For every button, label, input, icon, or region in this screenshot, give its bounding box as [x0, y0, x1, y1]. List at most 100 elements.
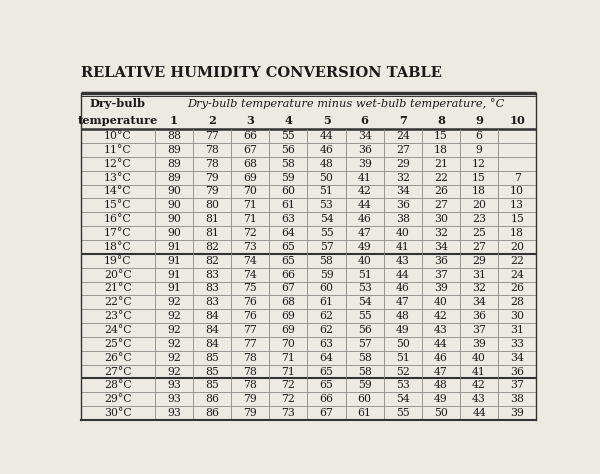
Text: 71: 71 [281, 353, 295, 363]
Text: 48: 48 [320, 159, 334, 169]
Text: 55: 55 [358, 311, 371, 321]
Text: 85: 85 [205, 381, 219, 391]
Text: 61: 61 [281, 201, 295, 210]
Text: 90: 90 [167, 186, 181, 197]
Text: Dry-bulb: Dry-bulb [90, 98, 146, 109]
Text: 91: 91 [167, 256, 181, 266]
Text: 38: 38 [510, 394, 524, 404]
Text: 39: 39 [434, 283, 448, 293]
Text: 30: 30 [434, 214, 448, 224]
Text: 66: 66 [281, 270, 295, 280]
Text: 44: 44 [320, 131, 334, 141]
Text: 80: 80 [205, 201, 219, 210]
Text: 91: 91 [167, 283, 181, 293]
Text: 93: 93 [167, 408, 181, 418]
Text: 9: 9 [476, 145, 482, 155]
Text: 25°C: 25°C [104, 339, 131, 349]
Text: 50: 50 [320, 173, 334, 182]
Text: 10: 10 [510, 186, 524, 197]
Text: 3: 3 [246, 115, 254, 126]
Text: 81: 81 [205, 228, 219, 238]
Text: 46: 46 [320, 145, 334, 155]
Text: 37: 37 [434, 270, 448, 280]
Text: 50: 50 [434, 408, 448, 418]
Text: 32: 32 [396, 173, 410, 182]
Text: 86: 86 [205, 408, 219, 418]
Text: 59: 59 [358, 381, 371, 391]
Text: 15: 15 [472, 173, 486, 182]
Text: temperature: temperature [77, 115, 158, 126]
Text: 27°C: 27°C [104, 366, 131, 376]
Text: RELATIVE HUMIDITY CONVERSION TABLE: RELATIVE HUMIDITY CONVERSION TABLE [80, 66, 442, 80]
Text: 62: 62 [320, 325, 334, 335]
Text: 72: 72 [281, 394, 295, 404]
Text: 89: 89 [167, 173, 181, 182]
Text: 89: 89 [167, 145, 181, 155]
Text: 22°C: 22°C [104, 297, 131, 307]
Text: 65: 65 [281, 242, 295, 252]
Text: 36: 36 [434, 256, 448, 266]
Text: 36: 36 [472, 311, 486, 321]
Text: 78: 78 [243, 353, 257, 363]
Text: 82: 82 [205, 242, 219, 252]
Text: 41: 41 [396, 242, 410, 252]
Text: 12°C: 12°C [104, 159, 131, 169]
Text: 55: 55 [320, 228, 334, 238]
Text: 20: 20 [472, 201, 486, 210]
Text: 49: 49 [396, 325, 410, 335]
Text: 39: 39 [472, 339, 486, 349]
Text: 83: 83 [205, 283, 219, 293]
Text: 33: 33 [510, 339, 524, 349]
Text: 72: 72 [281, 381, 295, 391]
Text: 71: 71 [281, 366, 295, 376]
Text: 63: 63 [320, 339, 334, 349]
Text: 60: 60 [281, 186, 295, 197]
Text: 79: 79 [205, 173, 219, 182]
Text: 59: 59 [281, 173, 295, 182]
Text: 69: 69 [281, 325, 295, 335]
Text: 18°C: 18°C [104, 242, 131, 252]
Text: 43: 43 [396, 256, 410, 266]
Text: 73: 73 [281, 408, 295, 418]
Text: 47: 47 [434, 366, 448, 376]
Text: 26: 26 [510, 283, 524, 293]
Text: 18: 18 [510, 228, 524, 238]
Text: 34: 34 [510, 353, 524, 363]
Text: 92: 92 [167, 325, 181, 335]
Text: 21: 21 [434, 159, 448, 169]
Text: 54: 54 [396, 394, 410, 404]
Text: 46: 46 [396, 283, 410, 293]
Text: 37: 37 [472, 325, 486, 335]
Text: 77: 77 [205, 131, 219, 141]
Text: 56: 56 [281, 145, 295, 155]
Text: 58: 58 [358, 353, 371, 363]
Text: 41: 41 [472, 366, 486, 376]
Text: 25: 25 [472, 228, 486, 238]
Text: 68: 68 [281, 297, 295, 307]
Text: 92: 92 [167, 311, 181, 321]
Text: 36: 36 [510, 366, 524, 376]
Text: 54: 54 [320, 214, 334, 224]
Text: 51: 51 [320, 186, 334, 197]
Text: 6: 6 [476, 131, 482, 141]
Text: 90: 90 [167, 201, 181, 210]
Text: 76: 76 [243, 311, 257, 321]
Text: 81: 81 [205, 214, 219, 224]
Text: 6: 6 [361, 115, 368, 126]
Text: 18: 18 [472, 186, 486, 197]
Text: 7: 7 [514, 173, 521, 182]
Text: 15: 15 [510, 214, 524, 224]
Text: 37: 37 [510, 381, 524, 391]
Text: 44: 44 [472, 408, 486, 418]
Text: 83: 83 [205, 297, 219, 307]
Text: 27: 27 [396, 145, 410, 155]
Text: 92: 92 [167, 366, 181, 376]
Text: 13: 13 [510, 201, 524, 210]
Text: 22: 22 [434, 173, 448, 182]
Text: 79: 79 [244, 394, 257, 404]
Text: 32: 32 [434, 228, 448, 238]
Text: 5: 5 [323, 115, 331, 126]
Text: 65: 65 [281, 256, 295, 266]
Text: 29°C: 29°C [104, 394, 131, 404]
Text: 23: 23 [472, 214, 486, 224]
